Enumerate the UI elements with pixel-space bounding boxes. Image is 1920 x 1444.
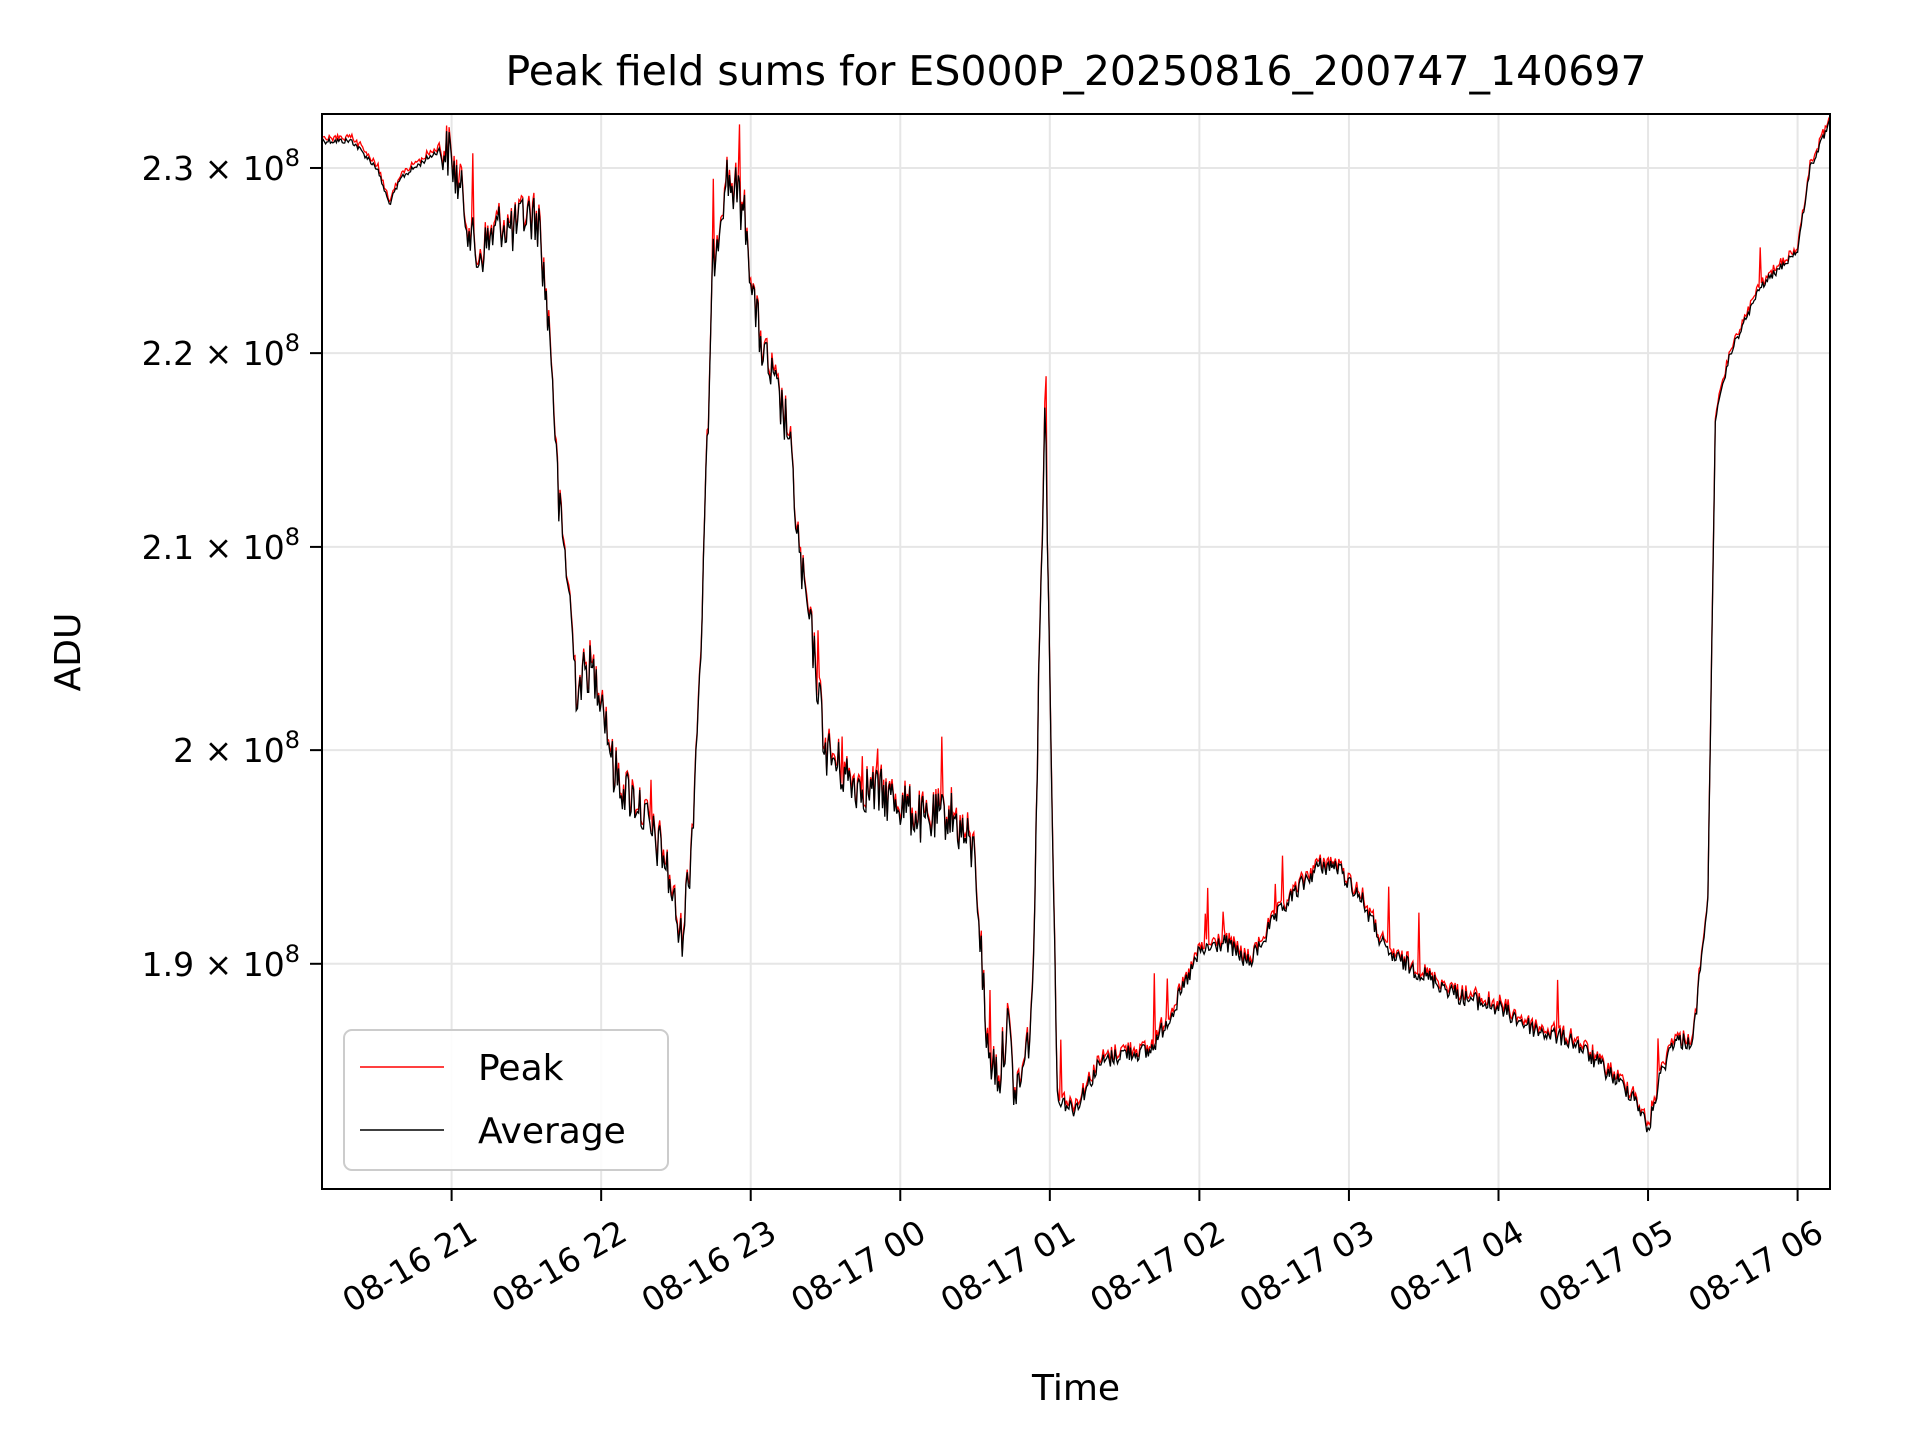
legend-box	[343, 1029, 669, 1171]
legend: Peak Average	[343, 1029, 669, 1171]
series-line-average	[321, 118, 1831, 1133]
y-tick-label: 2.3 × 108	[142, 144, 300, 188]
chart-title: Peak field sums for ES000P_20250816_2007…	[505, 47, 1646, 95]
y-tick-label: 2.2 × 108	[142, 329, 300, 373]
series-lines	[321, 115, 1831, 1133]
x-axis-label: Time	[1031, 1368, 1120, 1409]
y-tick-label: 2.1 × 108	[142, 523, 300, 567]
legend-label-average: Average	[478, 1111, 626, 1152]
plot-frame	[321, 113, 1831, 1190]
y-axis-label: ADU	[48, 613, 89, 692]
y-tick-label: 2 × 108	[173, 726, 300, 770]
legend-label-peak: Peak	[478, 1048, 564, 1089]
y-tick-label: 1.9 × 108	[142, 940, 300, 984]
